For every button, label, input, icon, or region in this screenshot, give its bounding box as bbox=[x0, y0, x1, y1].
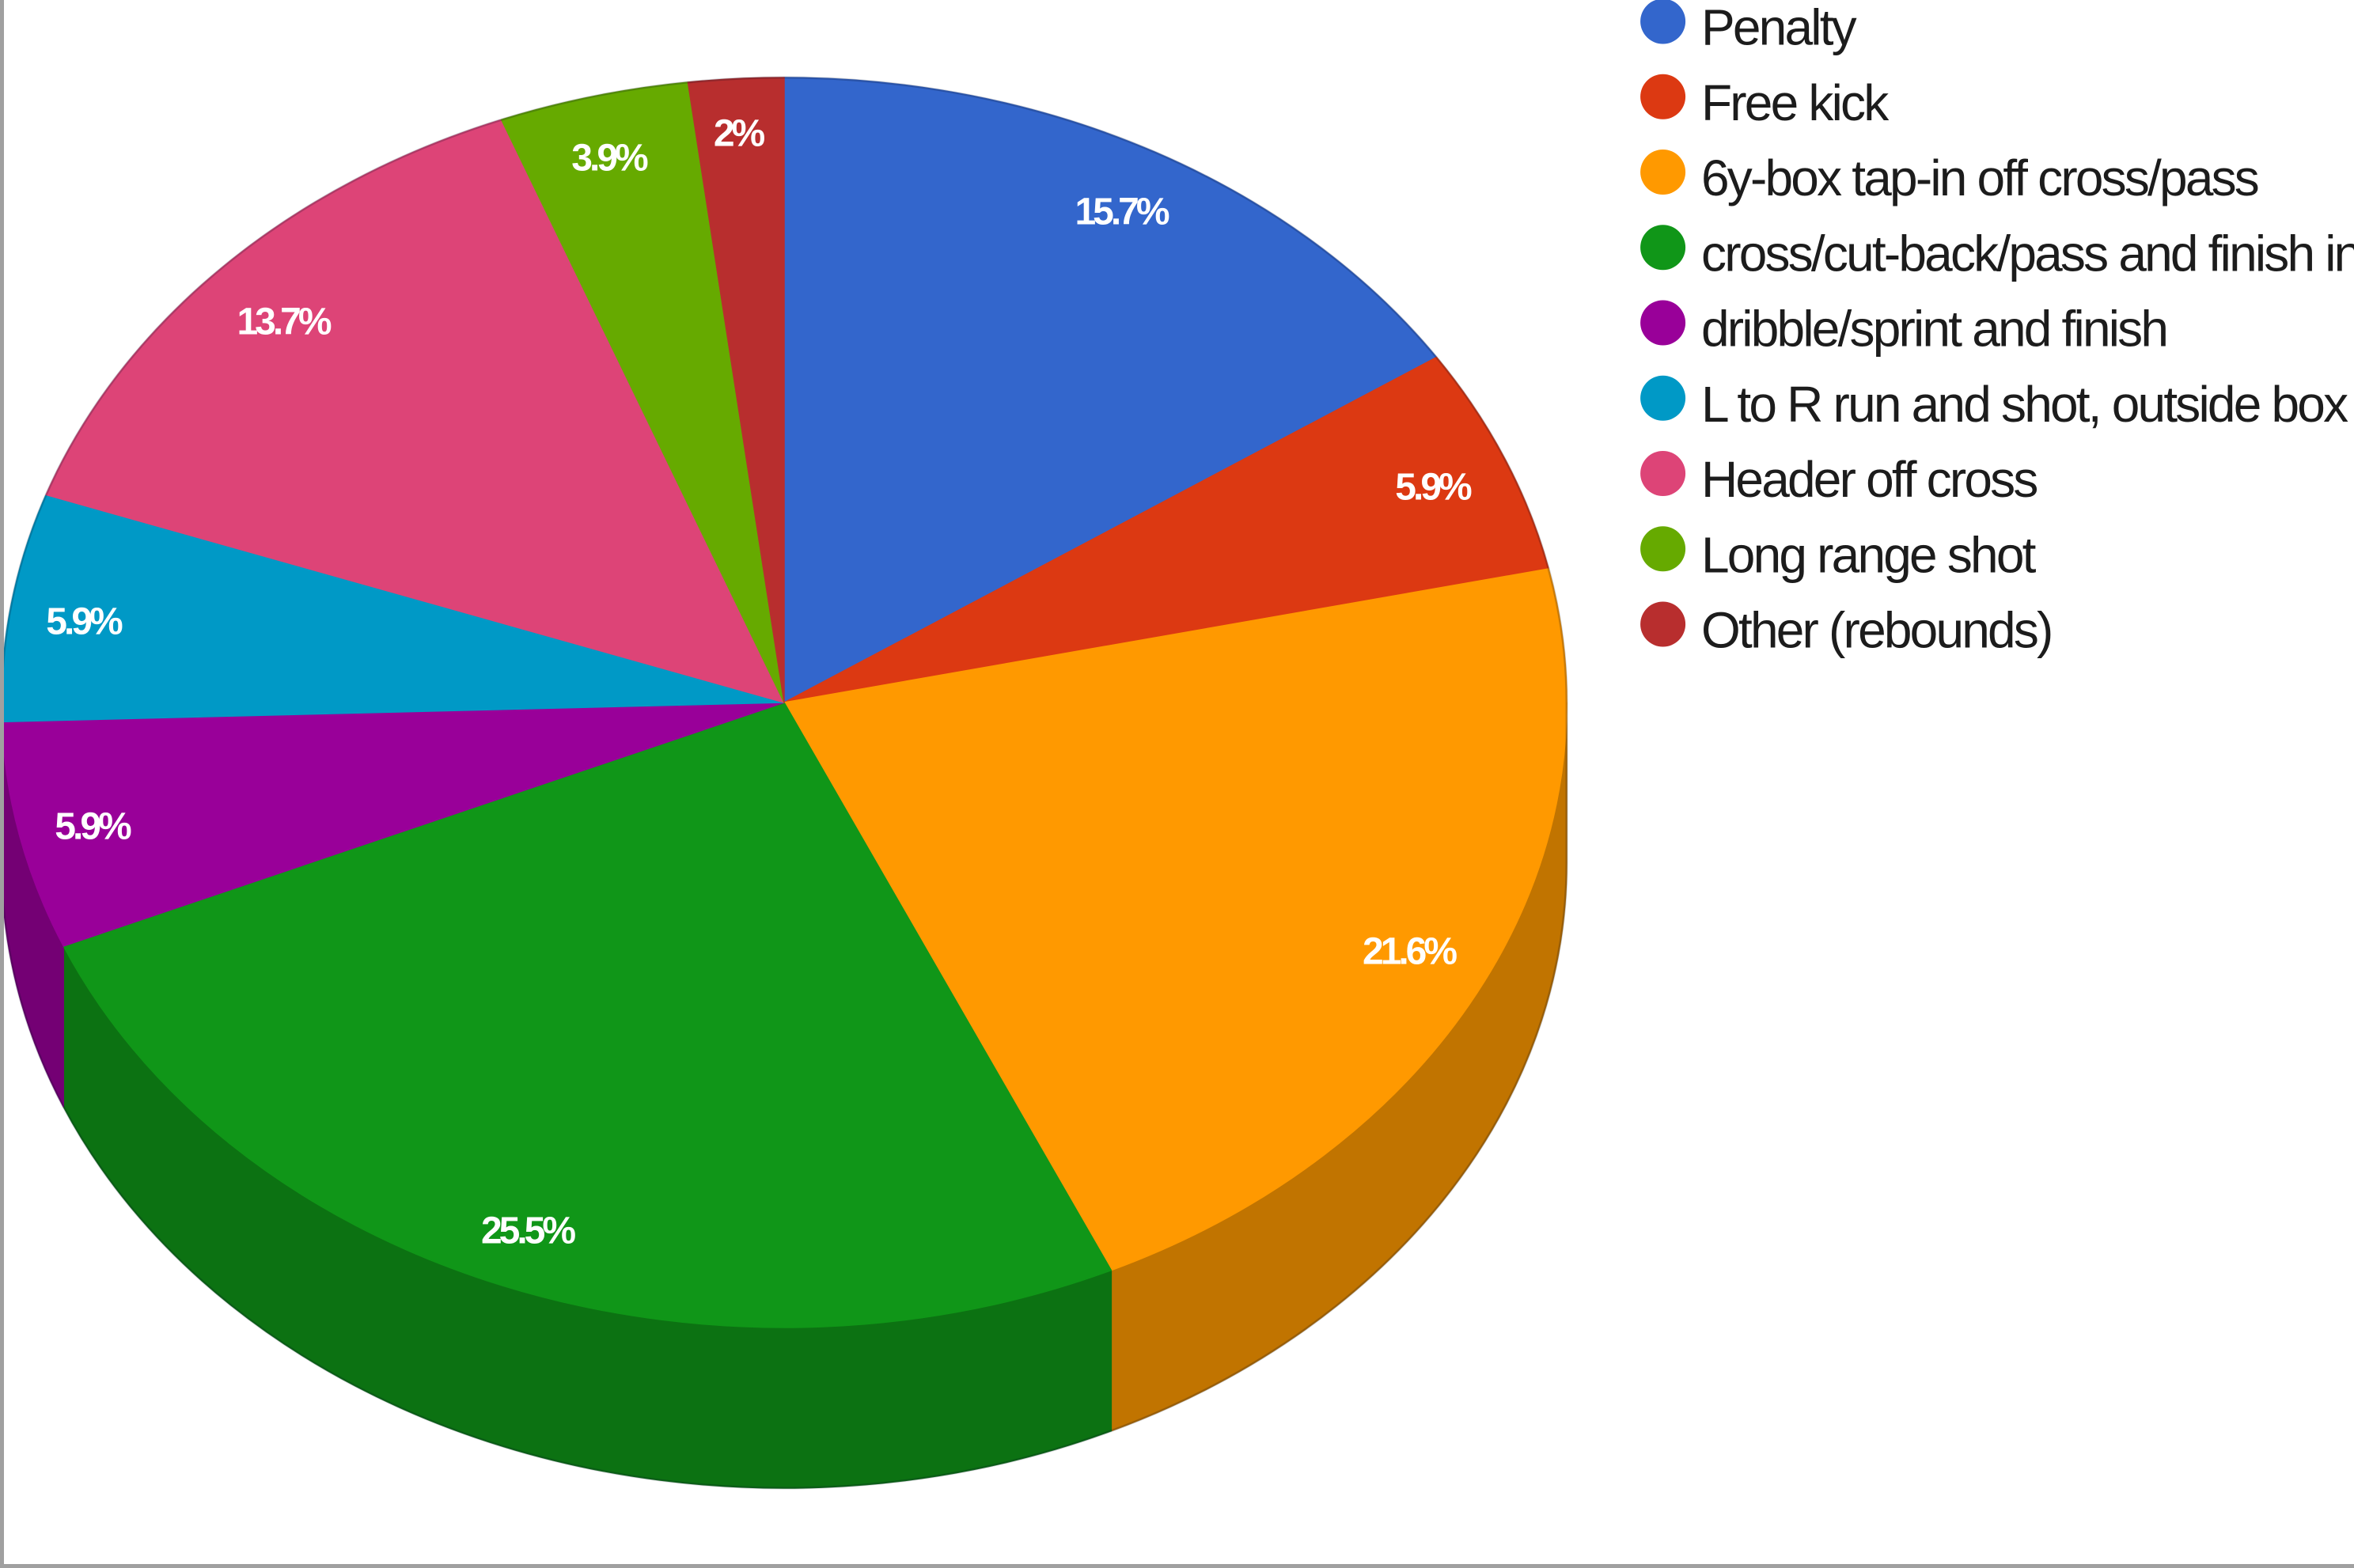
svg-text:Other (rebounds): Other (rebounds) bbox=[1701, 602, 2052, 659]
svg-text:Penalty: Penalty bbox=[1701, 0, 1857, 56]
svg-text:5.9%: 5.9% bbox=[1395, 467, 1472, 509]
svg-text:Long range shot: Long range shot bbox=[1701, 526, 2037, 583]
svg-text:Header off cross: Header off cross bbox=[1701, 451, 2037, 508]
svg-text:25.5%: 25.5% bbox=[481, 1210, 575, 1252]
svg-text:cross/cut-back/pass and finish: cross/cut-back/pass and finish in box bbox=[1701, 225, 2354, 282]
svg-text:5.9%: 5.9% bbox=[46, 601, 123, 643]
svg-text:dribble/sprint and finish: dribble/sprint and finish bbox=[1701, 301, 2166, 358]
svg-text:2%: 2% bbox=[714, 113, 765, 155]
svg-text:13.7%: 13.7% bbox=[237, 301, 331, 343]
svg-text:15.7%: 15.7% bbox=[1075, 191, 1169, 233]
svg-text:L to R run and shot, outside b: L to R run and shot, outside box bbox=[1701, 376, 2348, 433]
svg-text:6y-box tap-in off cross/pass: 6y-box tap-in off cross/pass bbox=[1701, 150, 2258, 206]
svg-text:5.9%: 5.9% bbox=[55, 806, 131, 848]
svg-text:21.6%: 21.6% bbox=[1363, 931, 1457, 973]
svg-text:3.9%: 3.9% bbox=[571, 138, 648, 180]
svg-text:Free kick: Free kick bbox=[1701, 74, 1890, 131]
